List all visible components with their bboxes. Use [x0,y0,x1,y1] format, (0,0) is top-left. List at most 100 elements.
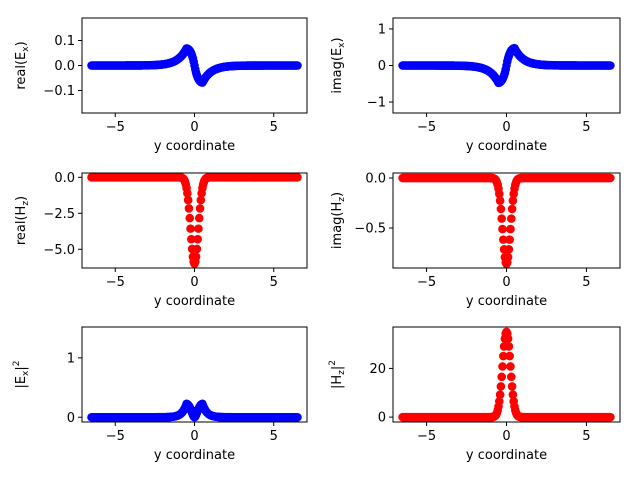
x-tick-label: −5 [106,120,125,135]
data-point [496,382,506,391]
data-point [192,244,202,254]
data-point [495,390,505,399]
x-tick-label: 5 [582,120,590,135]
y-tick-label: 0.1 [54,34,75,49]
data-point [293,412,302,422]
data-point [191,252,201,262]
scatter-series [87,44,302,87]
y-axis-label: imag(Hz) [330,192,347,249]
x-tick-label: 0 [190,429,198,444]
x-tick-label: 0 [502,275,510,290]
y-axis-label: |Hz|2 [328,360,347,389]
x-tick-label: 5 [270,120,278,135]
x-axis-label: y coordinate [154,448,235,463]
data-point [497,214,507,223]
data-point [495,397,504,406]
scatter-series [87,173,302,268]
x-tick-label: 0 [502,429,510,444]
x-tick-label: 0 [190,275,198,290]
data-point [193,234,202,244]
y-axis-label: real(Hz) [14,196,31,245]
data-point [504,342,514,351]
x-tick-label: 5 [270,429,278,444]
data-point [186,224,195,233]
data-point [196,195,206,205]
subplot-2: −5 0 5 −1 0 1 y coordinate imag(Ex) [330,17,621,154]
data-point [503,334,513,343]
data-point [504,245,514,254]
x-tick-label: −5 [106,275,125,290]
y-axis-label: real(Ex) [14,41,31,89]
data-point [503,252,513,262]
data-point [496,204,506,214]
data-point [606,173,615,183]
y-tick-label: 0.0 [54,59,75,74]
scatter-series [398,173,615,268]
x-tick-label: 0 [502,120,510,135]
subplot-1: −5 0 5 −0.1 0.0 0.1 y coordinate real(Ex) [14,17,308,154]
data-point [507,214,516,223]
data-point [497,372,507,382]
y-tick-label: −0.5 [354,222,386,237]
y-tick-label: 20 [369,362,386,377]
data-point [499,351,508,361]
x-tick-label: 0 [190,120,198,135]
x-tick-label: −5 [106,429,125,444]
scatter-series [87,399,302,422]
data-point [184,204,194,213]
subplot-5: −5 0 5 0 1 y coordinate |Ex|2 [12,326,308,463]
data-point [506,224,515,234]
subplot-6: −5 0 5 0 20 y coordinate |Hz|2 [328,326,621,463]
data-point [195,204,205,213]
y-tick-label: 1 [67,351,75,366]
x-tick-label: −5 [417,120,436,135]
y-tick-label: 0.0 [54,171,75,186]
data-point [505,235,514,244]
subplot-4: −5 0 5 −0.5 0.0 y coordinate imag(Hz) [330,172,621,309]
data-point [498,362,507,371]
x-axis-label: y coordinate [466,448,547,463]
data-point [183,195,193,205]
data-point [506,362,515,371]
x-axis-label: y coordinate [154,139,235,154]
y-tick-label: 0.0 [365,172,386,187]
data-point [495,196,505,205]
y-axis-label: imag(Ex) [330,37,347,93]
x-tick-label: 5 [582,429,590,444]
y-tick-label: 0 [67,411,75,426]
y-tick-label: −1 [367,96,386,111]
data-point [194,213,204,223]
data-point [293,61,302,70]
data-point [498,224,507,234]
data-point [194,224,203,233]
data-point [507,382,517,391]
y-tick-label: 0 [378,59,386,74]
data-point [507,204,517,214]
data-point [187,234,196,244]
x-tick-label: 5 [582,275,590,290]
data-point [508,196,518,205]
scatter-series [398,327,615,422]
scatter-series [398,43,615,88]
y-axis-label: |Ex|2 [12,360,31,388]
x-axis-label: y coordinate [466,139,547,154]
data-point [606,61,615,70]
subplot-3: −5 0 5 −5.0 −2.5 0.0 y coordinate real(Hz) [14,171,308,309]
data-point [508,390,518,399]
y-tick-label: −5.0 [43,243,75,258]
data-point [505,351,514,361]
y-tick-label: −0.1 [43,84,75,99]
y-tick-label: 0 [378,411,386,426]
x-tick-label: 5 [270,275,278,290]
y-tick-label: −2.5 [43,207,75,222]
y-tick-label: 1 [378,22,386,37]
data-point [293,173,302,182]
data-point [499,235,508,244]
x-axis-label: y coordinate [466,294,547,309]
data-point [606,412,615,422]
data-point [507,372,516,382]
data-point [495,189,504,199]
x-tick-label: −5 [417,275,436,290]
data-point [185,213,195,223]
